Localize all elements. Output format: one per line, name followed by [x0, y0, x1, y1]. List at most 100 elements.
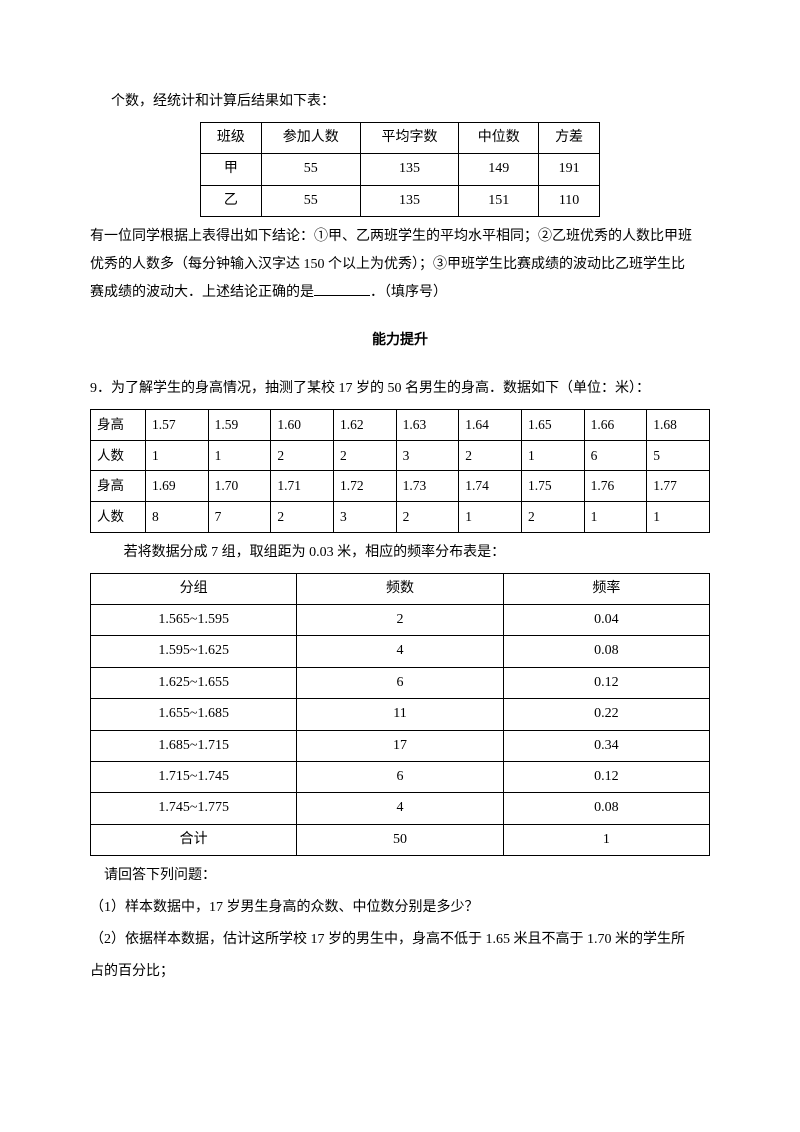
table-row: 1.625~1.655 6 0.12 [91, 667, 710, 698]
text: 赛成绩的波动大．上述结论正确的是 [90, 285, 314, 300]
th: 参加人数 [261, 123, 360, 154]
td: 55 [261, 154, 360, 185]
td: 1.65 [521, 410, 584, 441]
td: 110 [539, 185, 600, 216]
td: 1.625~1.655 [91, 667, 297, 698]
td: 1.72 [333, 471, 396, 502]
td: 1.69 [146, 471, 209, 502]
td: 2 [297, 604, 503, 635]
td: 1.59 [208, 410, 271, 441]
td: 1.715~1.745 [91, 761, 297, 792]
td: 0.12 [503, 761, 709, 792]
text: ．（填序号） [370, 285, 447, 300]
th: 中位数 [459, 123, 539, 154]
td: 7 [208, 501, 271, 532]
td: 4 [297, 793, 503, 824]
td: 0.34 [503, 730, 709, 761]
q9-qintro: 请回答下列问题： [90, 862, 710, 890]
table-class-stats: 班级 参加人数 平均字数 中位数 方差 甲 55 135 149 191 乙 5… [200, 122, 600, 217]
td: 2 [271, 501, 334, 532]
table-row: 乙 55 135 151 110 [201, 185, 600, 216]
td: 1 [459, 501, 522, 532]
td: 55 [261, 185, 360, 216]
blank-fill[interactable] [314, 281, 370, 296]
td: 3 [333, 501, 396, 532]
td: 1 [146, 440, 209, 471]
td: 135 [360, 185, 459, 216]
table-row: 甲 55 135 149 191 [201, 154, 600, 185]
q9-sub2-line1: （2）依据样本数据，估计这所学校 17 岁的男生中，身高不低于 1.65 米且不… [90, 926, 710, 954]
table-row: 1.685~1.715 17 0.34 [91, 730, 710, 761]
td: 1 [521, 440, 584, 471]
td: 50 [297, 824, 503, 855]
td: 2 [271, 440, 334, 471]
th: 方差 [539, 123, 600, 154]
td: 1 [208, 440, 271, 471]
table-row: 1.595~1.625 4 0.08 [91, 636, 710, 667]
td: 1.57 [146, 410, 209, 441]
td: 1.63 [396, 410, 459, 441]
td: 1.73 [396, 471, 459, 502]
td: 乙 [201, 185, 262, 216]
th: 频率 [503, 573, 709, 604]
td: 1.70 [208, 471, 271, 502]
conclusion-para: 有一位同学根据上表得出如下结论：①甲、乙两班学生的平均水平相同；②乙班优秀的人数… [90, 223, 710, 307]
td: 6 [297, 761, 503, 792]
td: 6 [297, 667, 503, 698]
td: 1.77 [647, 471, 710, 502]
th: 频数 [297, 573, 503, 604]
table-row: 班级 参加人数 平均字数 中位数 方差 [201, 123, 600, 154]
q9-mid: 若将数据分成 7 组，取组距为 0.03 米，相应的频率分布表是： [90, 539, 710, 567]
td: 191 [539, 154, 600, 185]
td: 2 [396, 501, 459, 532]
td: 1 [503, 824, 709, 855]
td: 17 [297, 730, 503, 761]
td: 1.565~1.595 [91, 604, 297, 635]
q9-intro: 9．为了解学生的身高情况，抽测了某校 17 岁的 50 名男生的身高．数据如下（… [90, 375, 710, 403]
table-row: 1.745~1.775 4 0.08 [91, 793, 710, 824]
table-row: 合计 50 1 [91, 824, 710, 855]
table-row: 人数 1 1 2 2 3 2 1 6 5 [91, 440, 710, 471]
td: 6 [584, 440, 647, 471]
td: 2 [521, 501, 584, 532]
th: 班级 [201, 123, 262, 154]
td: 1.745~1.775 [91, 793, 297, 824]
td: 1.64 [459, 410, 522, 441]
text: 优秀的人数多（每分钟输入汉字达 150 个以上为优秀）；③甲班学生比赛成绩的波动… [90, 257, 685, 272]
td: 151 [459, 185, 539, 216]
text: 有一位同学根据上表得出如下结论：①甲、乙两班学生的平均水平相同；②乙班优秀的人数… [90, 229, 692, 244]
td: 身高 [91, 471, 146, 502]
td: 2 [333, 440, 396, 471]
table-height-data: 身高 1.57 1.59 1.60 1.62 1.63 1.64 1.65 1.… [90, 409, 710, 532]
td: 135 [360, 154, 459, 185]
td: 人数 [91, 440, 146, 471]
q9-sub2-line2: 占的百分比； [90, 958, 710, 986]
td: 合计 [91, 824, 297, 855]
table-row: 分组 频数 频率 [91, 573, 710, 604]
td: 0.04 [503, 604, 709, 635]
td: 4 [297, 636, 503, 667]
td: 1.62 [333, 410, 396, 441]
td: 0.08 [503, 636, 709, 667]
td: 1.75 [521, 471, 584, 502]
td: 1.76 [584, 471, 647, 502]
th: 平均字数 [360, 123, 459, 154]
td: 甲 [201, 154, 262, 185]
td: 1.71 [271, 471, 334, 502]
td: 1.595~1.625 [91, 636, 297, 667]
q9-sub1: （1）样本数据中，17 岁男生身高的众数、中位数分别是多少？ [90, 894, 710, 922]
td: 0.08 [503, 793, 709, 824]
td: 149 [459, 154, 539, 185]
th: 分组 [91, 573, 297, 604]
table-row: 身高 1.69 1.70 1.71 1.72 1.73 1.74 1.75 1.… [91, 471, 710, 502]
td: 3 [396, 440, 459, 471]
table-row: 1.565~1.595 2 0.04 [91, 604, 710, 635]
td: 1.60 [271, 410, 334, 441]
intro-line: 个数，经统计和计算后结果如下表： [90, 88, 710, 116]
table-row: 人数 8 7 2 3 2 1 2 1 1 [91, 501, 710, 532]
table-row: 1.715~1.745 6 0.12 [91, 761, 710, 792]
td: 8 [146, 501, 209, 532]
td: 2 [459, 440, 522, 471]
td: 5 [647, 440, 710, 471]
table-frequency: 分组 频数 频率 1.565~1.595 2 0.04 1.595~1.625 … [90, 573, 710, 857]
